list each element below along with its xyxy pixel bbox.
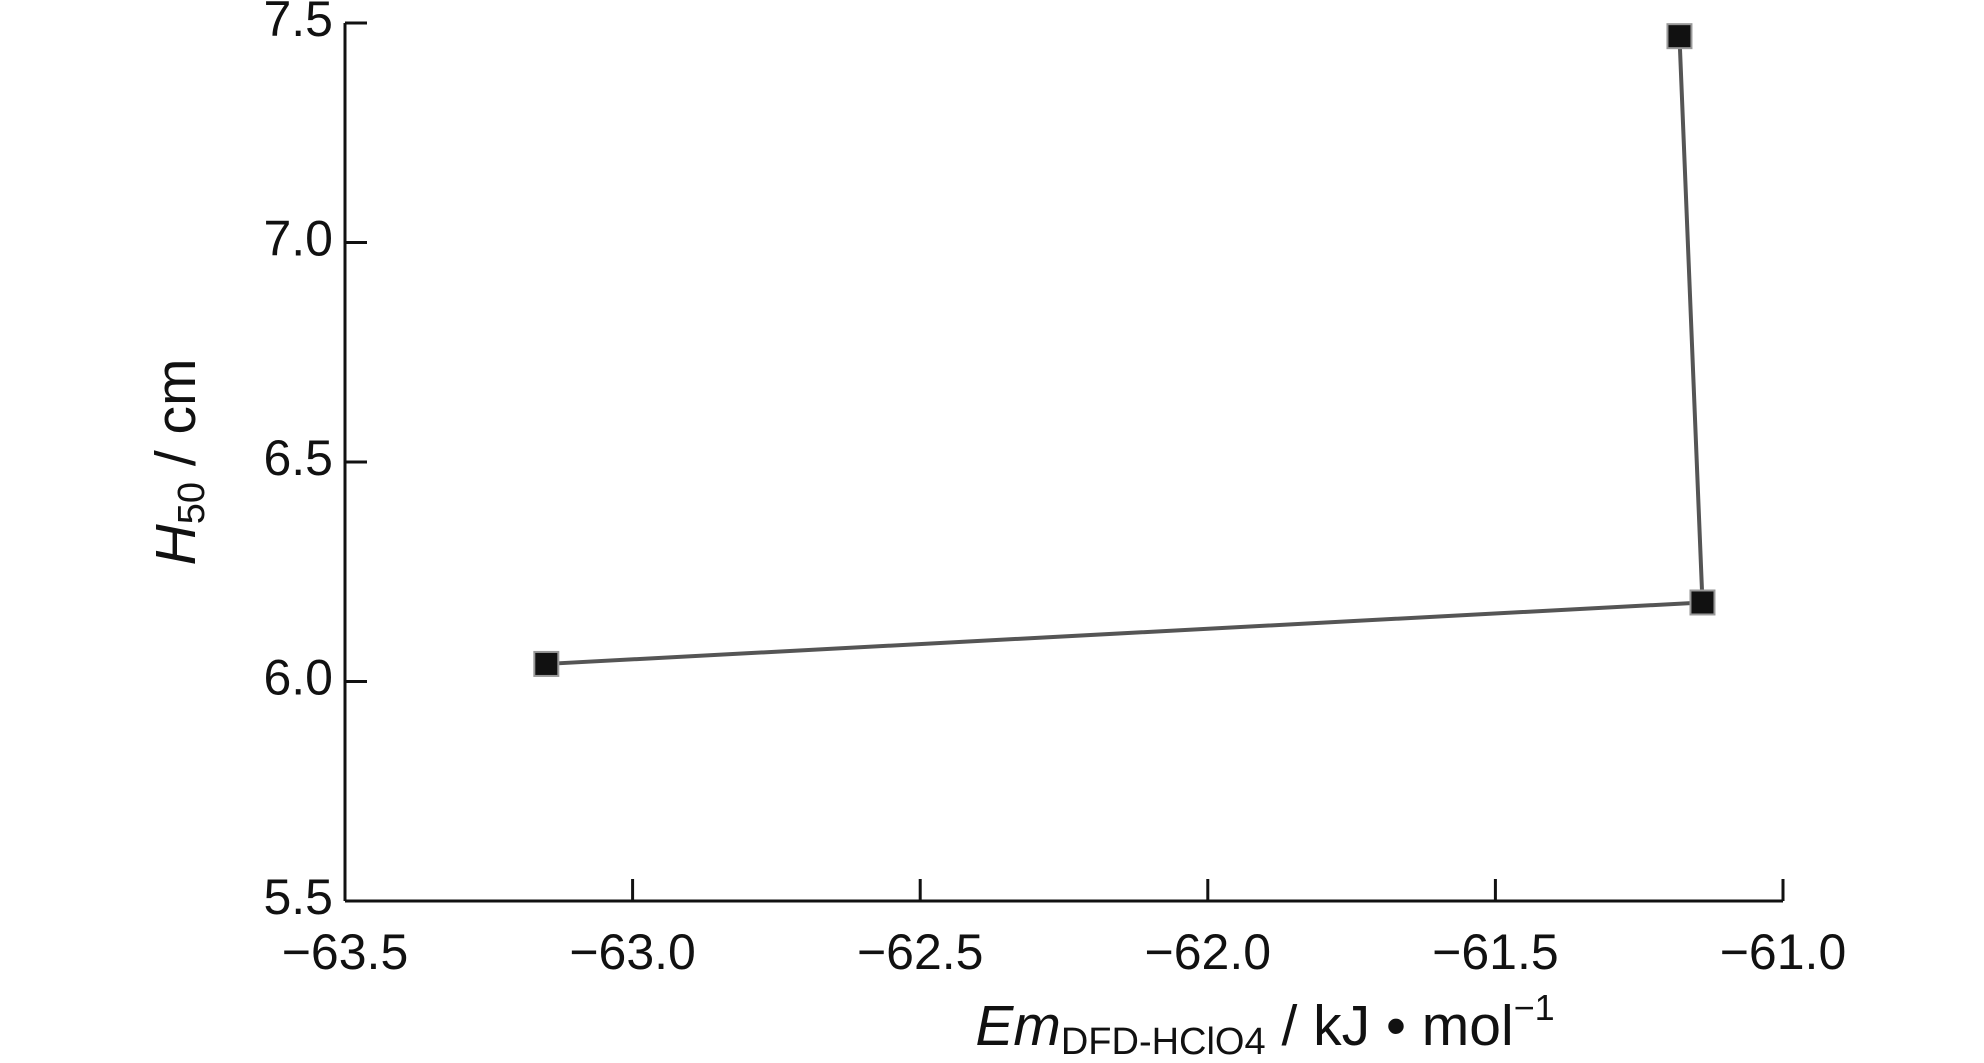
y-label-sub: 50 — [171, 482, 213, 524]
y-tick-label: 5.5 — [263, 869, 333, 925]
data-point — [1689, 589, 1716, 616]
x-tick-label: −61.5 — [1432, 924, 1559, 980]
x-label-sup: −1 — [1514, 987, 1555, 1028]
x-label-unit: / kJ • mol — [1266, 994, 1514, 1058]
x-tick-label: −63.5 — [282, 924, 409, 980]
y-label-main: H — [144, 523, 208, 565]
x-axis-label: EmDFD-HClO4 / kJ • mol−1 — [975, 987, 1554, 1063]
y-tick-label: 7.0 — [263, 211, 333, 267]
data-point — [533, 650, 560, 677]
y-tick-label: 6.5 — [263, 430, 333, 486]
y-tick-label: 6.0 — [263, 650, 333, 706]
y-tick-label: 7.5 — [263, 0, 333, 47]
series-line — [546, 36, 1705, 666]
y-axis-label: H50 / cm — [144, 359, 213, 566]
x-label-sub: DFD-HClO4 — [1061, 1021, 1266, 1063]
x-tick-label: −61.0 — [1720, 924, 1847, 980]
y-label-unit: / cm — [144, 359, 208, 483]
x-tick-label: −63.0 — [569, 924, 696, 980]
x-tick-label: −62.5 — [857, 924, 984, 980]
data-point — [1666, 23, 1693, 50]
x-label-main: Em — [975, 994, 1061, 1058]
x-tick-label: −62.0 — [1145, 924, 1272, 980]
